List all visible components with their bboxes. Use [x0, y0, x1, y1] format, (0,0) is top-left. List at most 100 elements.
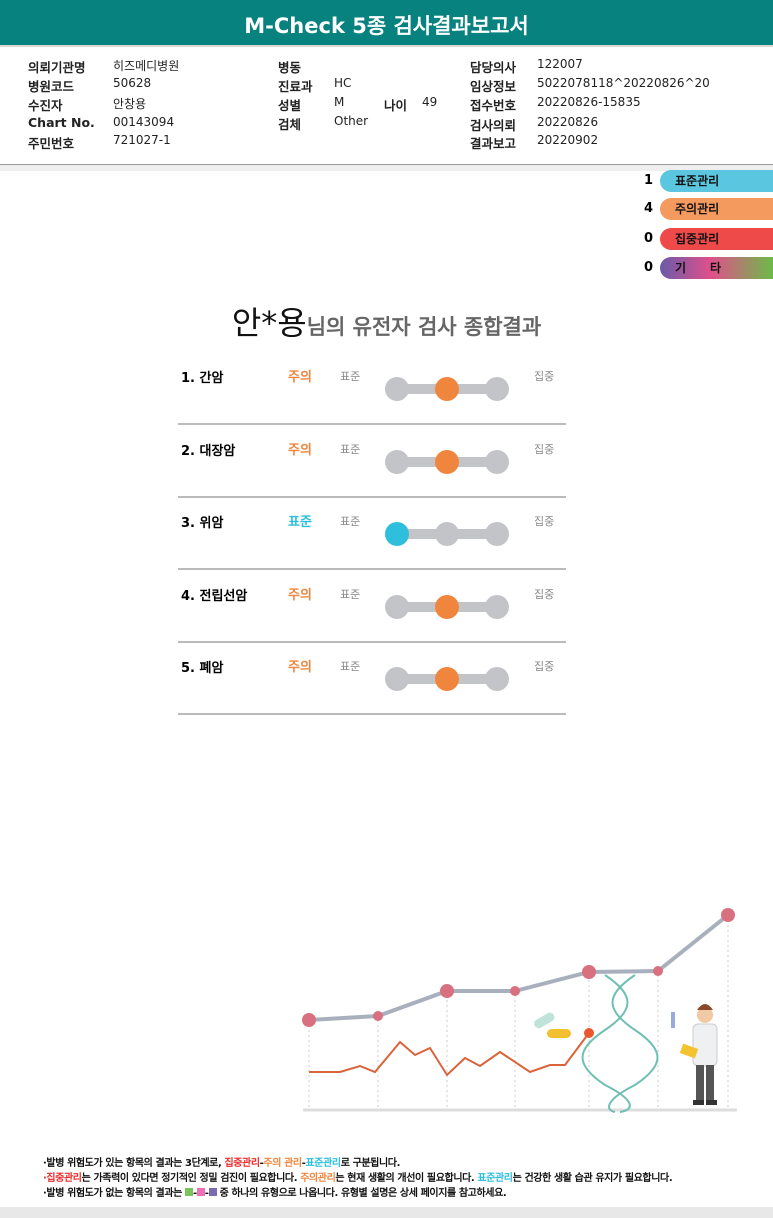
doctor-icon	[671, 1004, 718, 1105]
result-row: 4. 전립선암 주의 표준 집중	[178, 571, 566, 643]
cancer-name: 1. 간암	[181, 371, 224, 386]
pink-square-icon	[196, 1188, 205, 1196]
scale-high-label: 집중	[534, 515, 555, 528]
info-value: 20220902	[537, 133, 599, 147]
risk-level-track	[385, 449, 509, 474]
scale-high-label: 집중	[534, 442, 555, 456]
legend-pill-2: 집중관리	[660, 228, 773, 250]
info-label: 검체	[278, 117, 302, 132]
gray-trend-line	[308, 913, 730, 1022]
risk-level-track	[385, 667, 509, 691]
scale-high-label: 집중	[534, 587, 555, 601]
green-square-icon	[185, 1188, 194, 1196]
result-row: 1. 간암 주의 표준 집중	[178, 353, 566, 425]
level-dot	[485, 667, 509, 691]
info-label: 병원코드	[28, 79, 75, 94]
divider	[0, 164, 773, 171]
info-label: 검사의뢰	[470, 118, 517, 133]
status-label: 주의	[288, 660, 312, 675]
level-dot	[385, 377, 409, 401]
legend-count: 0	[644, 260, 654, 275]
purple-square-icon	[208, 1188, 217, 1196]
patient-name: 안*용	[231, 304, 307, 342]
cancer-name: 3. 위암	[181, 516, 224, 531]
active-level-dot	[435, 377, 459, 401]
active-level-dot	[435, 449, 459, 474]
orange-trend-line	[309, 1032, 590, 1077]
info-label: 성별	[278, 98, 302, 113]
status-label: 주의	[288, 587, 312, 603]
scale-low-label: 표준	[340, 587, 361, 601]
footer-line-2: ·집중관리는 가족력이 있다면 정기적인 정밀 검진이 필요합니다. 주의관리는…	[43, 1173, 673, 1184]
info-value: 안창용	[113, 97, 147, 111]
info-label: 임상정보	[470, 79, 517, 94]
info-label: 수진자	[28, 98, 63, 113]
info-value: HC	[334, 76, 352, 90]
info-label: 진료과	[278, 79, 313, 94]
level-dot	[485, 377, 509, 401]
level-dot	[485, 522, 509, 546]
info-value: 히즈메디병원	[113, 59, 180, 73]
report-title: M-Check 5종 검사결과보고서	[0, 0, 773, 47]
footer-notes: ·발병 위험도가 있는 항목의 결과는 3단계로, 집중관리-주의 관리-표준관…	[43, 1156, 673, 1201]
info-value: M	[334, 95, 345, 109]
active-level-dot	[435, 594, 459, 619]
active-level-dot	[435, 667, 459, 691]
cancer-name: 2. 대장암	[181, 443, 236, 459]
scale-high-label: 집중	[534, 660, 555, 673]
level-dot	[485, 594, 509, 619]
dna-icon	[581, 974, 659, 1113]
active-level-dot	[385, 522, 409, 546]
level-dot	[385, 449, 409, 474]
risk-level-track	[385, 377, 509, 401]
level-dot	[385, 667, 409, 691]
info-value: 721027-1	[113, 133, 171, 147]
legend-count: 4	[644, 201, 654, 216]
legend-count: 1	[644, 173, 654, 188]
legend-pill-0: 표준관리	[660, 170, 773, 192]
scale-low-label: 표준	[340, 370, 361, 383]
status-label: 표준	[288, 515, 312, 530]
result-row: 2. 대장암 주의 표준 집중	[178, 426, 566, 498]
bottom-bar	[0, 1207, 773, 1218]
info-value: 00143094	[113, 115, 175, 129]
legend-pill-3: 기 타	[660, 257, 773, 279]
level-dot	[385, 594, 409, 619]
level-dot	[435, 522, 459, 546]
scale-low-label: 표준	[340, 442, 361, 456]
info-label: Chart No.	[28, 115, 95, 130]
risk-level-track	[385, 594, 509, 619]
info-value: 20220826	[537, 115, 599, 129]
status-label: 주의	[288, 370, 312, 385]
scale-high-label: 집중	[534, 370, 555, 383]
risk-level-track	[385, 522, 509, 546]
result-row: 5. 폐암 주의 표준 집중	[178, 643, 566, 715]
scale-low-label: 표준	[340, 660, 361, 673]
info-value: 5022078118^20220826^20	[537, 76, 710, 90]
pill-icons	[534, 1012, 571, 1038]
info-value: 122007	[537, 57, 583, 71]
level-dot	[485, 449, 509, 474]
illustration	[302, 908, 737, 1113]
footer-line-3: ·발병 위험도가 없는 항목의 결과는 -- 중 하나의 유형으로 나옵니다. …	[43, 1188, 507, 1199]
dotted-verticals	[308, 920, 729, 1110]
summary-suffix: 님의 유전자 검사 종합결과	[306, 315, 542, 339]
info-value: 50628	[113, 76, 152, 90]
status-label: 주의	[288, 442, 312, 458]
info-label: 주민번호	[28, 136, 75, 151]
age-value: 49	[422, 95, 438, 109]
scale-low-label: 표준	[340, 515, 361, 528]
info-label: 결과보고	[470, 136, 517, 151]
result-row: 3. 위암 표준 표준 집중	[178, 498, 566, 570]
legend-count: 0	[644, 231, 654, 246]
info-value: 20220826-15835	[537, 95, 641, 109]
info-label: 의뢰기관명	[28, 60, 86, 75]
trend-points	[302, 908, 735, 1027]
info-value: Other	[334, 114, 369, 128]
summary-title: 안*용님의 유전자 검사 종합결과	[0, 298, 773, 344]
cancer-name: 5. 폐암	[181, 661, 224, 676]
cancer-name: 4. 전립선암	[181, 588, 248, 604]
legend-pill-1: 주의관리	[660, 198, 773, 220]
footer-line-1: ·발병 위험도가 있는 항목의 결과는 3단계로, 집중관리-주의 관리-표준관…	[43, 1158, 400, 1169]
info-label: 접수번호	[470, 98, 517, 113]
